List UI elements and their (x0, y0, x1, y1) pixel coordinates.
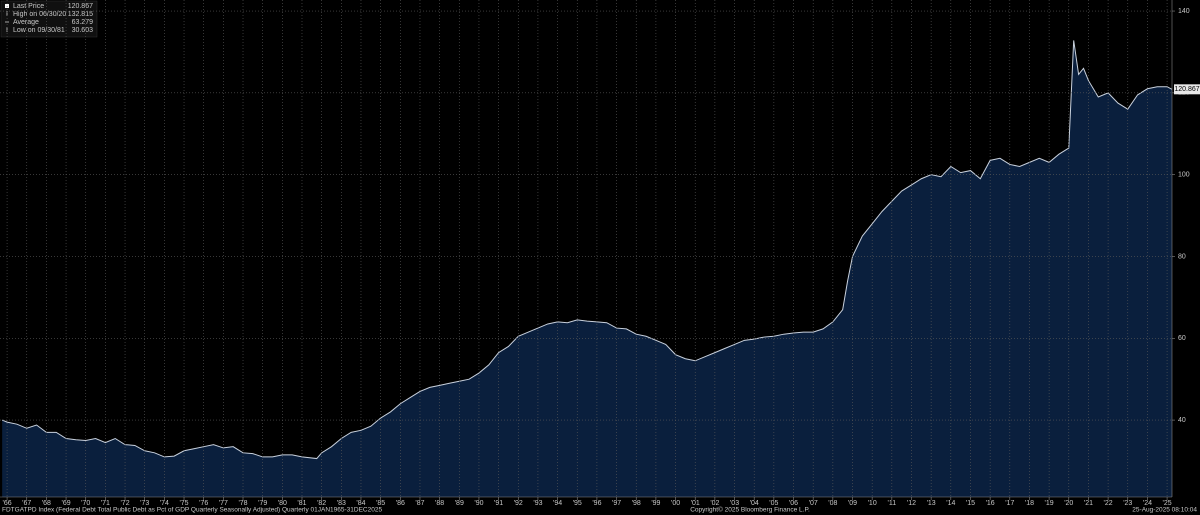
x-tick-label: '98 (632, 500, 641, 507)
x-tick-label: '16 (986, 500, 995, 507)
x-tick-label: '81 (297, 500, 306, 507)
x-tick-label: '90 (474, 500, 483, 507)
x-tick-label: '78 (238, 500, 247, 507)
x-tick-label: '73 (140, 500, 149, 507)
x-tick-label: '14 (946, 500, 955, 507)
x-tick-label: '88 (435, 500, 444, 507)
legend-value: 30.603 (72, 27, 94, 34)
legend-box (0, 0, 98, 38)
x-tick-label: '21 (1084, 500, 1093, 507)
x-tick-label: '75 (179, 500, 188, 507)
x-tick-label: '15 (966, 500, 975, 507)
x-tick-label: '99 (651, 500, 660, 507)
x-tick-label: '66 (3, 500, 12, 507)
x-tick-label: '80 (278, 500, 287, 507)
x-tick-label: '97 (612, 500, 621, 507)
x-tick-label: '09 (848, 500, 857, 507)
legend-label: Low on 09/30/81 (13, 27, 65, 34)
x-tick-label: '82 (317, 500, 326, 507)
x-tick-label: '72 (120, 500, 129, 507)
footer-left: FDTGATPD Index (Federal Debt Total Publi… (2, 507, 382, 514)
legend-value: 132.815 (68, 11, 93, 18)
x-tick-label: '03 (730, 500, 739, 507)
x-tick-label: '89 (455, 500, 464, 507)
x-tick-label: '83 (337, 500, 346, 507)
x-tick-label: '12 (907, 500, 916, 507)
x-tick-label: '08 (828, 500, 837, 507)
y-tick-label: 100 (1178, 172, 1190, 179)
line (1, 40, 1173, 460)
y-tick-label: 140 (1178, 8, 1190, 15)
x-tick-label: '17 (1005, 500, 1014, 507)
x-tick-label: '76 (199, 500, 208, 507)
footer-right: 25-Aug-2025 08:10:04 (1132, 507, 1197, 514)
x-tick-label: '70 (81, 500, 90, 507)
area (2, 40, 1173, 497)
x-tick-label: '71 (101, 500, 110, 507)
x-tick-label: '93 (533, 500, 542, 507)
x-tick-label: '13 (927, 500, 936, 507)
x-tick-label: '67 (22, 500, 31, 507)
x-tick-label: '00 (671, 500, 680, 507)
x-tick-label: '24 (1143, 500, 1152, 507)
x-tick-label: '20 (1064, 500, 1073, 507)
x-tick-label: '11 (888, 500, 897, 507)
x-tick-label: '06 (789, 500, 798, 507)
x-tick-label: '18 (1025, 500, 1034, 507)
y-tick-label: 60 (1178, 335, 1186, 342)
x-tick-label: '86 (396, 500, 405, 507)
x-tick-label: '68 (42, 500, 51, 507)
x-tick-label: '07 (809, 500, 818, 507)
legend-label: Average (13, 19, 39, 26)
x-tick-label: '19 (1045, 500, 1054, 507)
x-tick-label: '10 (868, 500, 877, 507)
plot-area (1, 40, 1173, 497)
x-tick-label: '87 (415, 500, 424, 507)
x-tick-label: '22 (1104, 500, 1113, 507)
x-tick-label: '04 (750, 500, 759, 507)
x-tick-label: '02 (710, 500, 719, 507)
x-tick-label: '96 (592, 500, 601, 507)
x-tick-label: '77 (219, 500, 228, 507)
x-tick-label: '94 (553, 500, 562, 507)
x-tick-label: '79 (258, 500, 267, 507)
x-tick-label: '23 (1123, 500, 1132, 507)
last-price-label: 120.867 (1174, 86, 1199, 93)
footer-center: Copyright© 2025 Bloomberg Finance L.P. (690, 506, 810, 514)
legend-value: 63.279 (72, 19, 94, 26)
x-tick-label: '25 (1163, 500, 1172, 507)
x-tick-label: '74 (160, 500, 169, 507)
legend-value: 120.867 (68, 3, 93, 10)
x-tick-label: '05 (769, 500, 778, 507)
last-price-tag (1174, 84, 1200, 95)
x-tick-label: '84 (356, 500, 365, 507)
x-tick-label: '92 (514, 500, 523, 507)
y-tick-label: 40 (1178, 417, 1186, 424)
x-tick-label: '85 (376, 500, 385, 507)
legend-label: Last Price (13, 3, 44, 10)
legend-label: High on 06/30/20 (13, 11, 66, 18)
x-tick-label: '69 (61, 500, 70, 507)
x-tick-label: '95 (573, 500, 582, 507)
y-tick-label: 80 (1178, 253, 1186, 260)
x-tick-label: '91 (494, 500, 503, 507)
x-tick-label: '01 (691, 500, 700, 507)
